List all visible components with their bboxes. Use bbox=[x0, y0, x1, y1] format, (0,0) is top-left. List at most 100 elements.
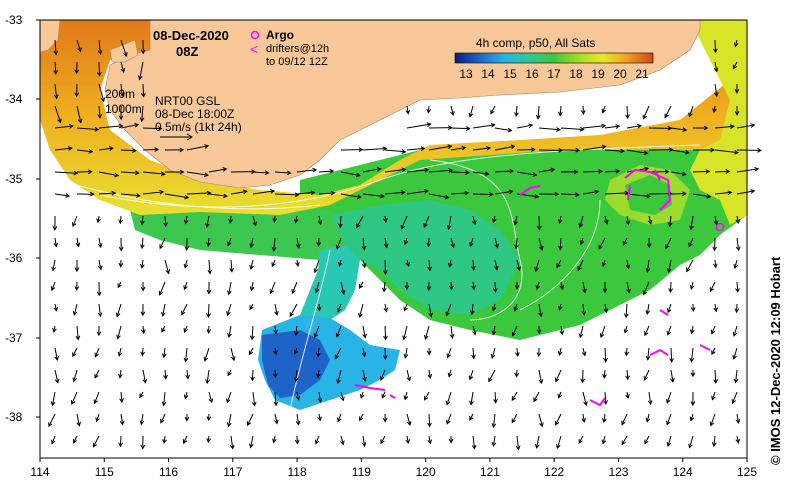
current-arrow bbox=[74, 259, 80, 273]
current-arrow bbox=[666, 325, 672, 336]
current-arrow bbox=[559, 325, 565, 336]
current-arrow bbox=[533, 391, 540, 403]
current-arrow bbox=[626, 149, 649, 156]
current-arrow bbox=[406, 167, 430, 173]
current-arrow bbox=[249, 325, 255, 341]
current-arrow bbox=[712, 105, 717, 114]
current-arrow bbox=[446, 215, 452, 231]
current-arrow bbox=[666, 435, 672, 448]
current-arrow bbox=[493, 391, 498, 404]
colorbar-tick-label: 20 bbox=[613, 67, 627, 81]
current-arrow bbox=[560, 169, 579, 175]
current-arrow bbox=[274, 303, 279, 316]
current-arrow bbox=[359, 413, 364, 422]
current-arrow bbox=[735, 413, 741, 424]
current-arrow bbox=[382, 347, 388, 360]
current-arrow bbox=[428, 168, 454, 173]
current-arrow bbox=[161, 347, 167, 359]
current-arrow bbox=[338, 259, 343, 267]
current-arrow bbox=[468, 105, 474, 118]
current-arrow bbox=[469, 237, 474, 248]
current-arrow bbox=[581, 413, 587, 423]
current-arrow bbox=[318, 168, 335, 174]
current-arrow bbox=[469, 391, 474, 406]
current-arrow bbox=[406, 189, 429, 195]
current-arrow bbox=[382, 413, 388, 423]
current-arrow bbox=[403, 303, 408, 312]
y-tick-label: -36 bbox=[5, 251, 23, 265]
current-arrow bbox=[97, 303, 103, 318]
current-arrow bbox=[688, 435, 694, 449]
current-arrow bbox=[472, 145, 491, 151]
current-arrow bbox=[139, 237, 145, 250]
sst-coastal-warm bbox=[40, 20, 747, 215]
current-arrow bbox=[249, 237, 254, 249]
current-arrow bbox=[74, 61, 80, 75]
current-arrow bbox=[162, 435, 167, 445]
current-arrow bbox=[227, 237, 232, 247]
current-arrow bbox=[445, 391, 452, 406]
current-arrow bbox=[335, 237, 342, 250]
current-arrow bbox=[686, 259, 694, 273]
current-arrow bbox=[490, 105, 496, 115]
current-arrow bbox=[381, 391, 386, 399]
current-arrow bbox=[735, 281, 740, 293]
current-arrow bbox=[668, 281, 674, 294]
current-arrow bbox=[206, 325, 212, 334]
current-arrow bbox=[428, 193, 450, 200]
current-arrow bbox=[291, 281, 298, 295]
current-arrow bbox=[94, 347, 100, 358]
current-arrow bbox=[516, 171, 538, 177]
colorbar-tick-label: 19 bbox=[591, 67, 605, 81]
current-arrow bbox=[711, 347, 716, 356]
current-arrow bbox=[406, 413, 412, 427]
current-arrow bbox=[50, 281, 56, 292]
current-arrow bbox=[161, 303, 166, 317]
current-arrow bbox=[494, 127, 513, 133]
y-tick-label: -34 bbox=[5, 92, 23, 106]
current-arrow bbox=[52, 215, 58, 231]
current-arrow bbox=[75, 325, 81, 341]
current-arrow bbox=[362, 146, 388, 152]
current-arrow bbox=[118, 369, 123, 379]
current-arrow bbox=[516, 123, 534, 129]
current-arrow bbox=[274, 192, 300, 198]
current-arrow bbox=[294, 435, 300, 445]
current-arrow bbox=[293, 325, 299, 337]
current-arrow bbox=[137, 61, 144, 81]
current-arrow bbox=[428, 303, 433, 318]
current-arrow bbox=[313, 325, 320, 339]
current-arrow bbox=[273, 391, 279, 407]
current-arrow bbox=[186, 190, 212, 196]
current-arrow bbox=[733, 39, 739, 48]
current-arrow bbox=[118, 259, 124, 268]
current-arrow bbox=[76, 149, 94, 154]
current-arrow bbox=[400, 215, 408, 230]
current-arrow bbox=[317, 391, 323, 404]
current-arrow bbox=[491, 215, 497, 224]
current-arrow bbox=[625, 105, 630, 120]
current-arrow bbox=[71, 215, 78, 228]
current-arrow bbox=[182, 435, 188, 445]
current-arrow bbox=[427, 259, 432, 272]
current-arrow bbox=[666, 391, 672, 404]
current-arrow bbox=[624, 347, 630, 357]
current-arrow bbox=[559, 281, 565, 291]
sst-cold-blue bbox=[262, 330, 330, 398]
sst-greenteal-band bbox=[330, 200, 520, 315]
current-arrow bbox=[709, 413, 716, 427]
current-arrow bbox=[54, 369, 60, 384]
isobath-1000-label: 1000m bbox=[105, 102, 142, 116]
current-arrow bbox=[293, 215, 299, 224]
current-arrow bbox=[424, 325, 430, 340]
current-arrow bbox=[713, 39, 718, 54]
current-arrow bbox=[296, 190, 316, 196]
current-arrow bbox=[271, 237, 277, 252]
current-arrow bbox=[274, 170, 292, 176]
current-arrow bbox=[51, 259, 56, 272]
current-arrow bbox=[98, 171, 120, 178]
current-arrow bbox=[450, 105, 455, 117]
current-arrow bbox=[448, 435, 454, 444]
current-arrow bbox=[736, 189, 756, 195]
current-arrow bbox=[141, 83, 146, 98]
